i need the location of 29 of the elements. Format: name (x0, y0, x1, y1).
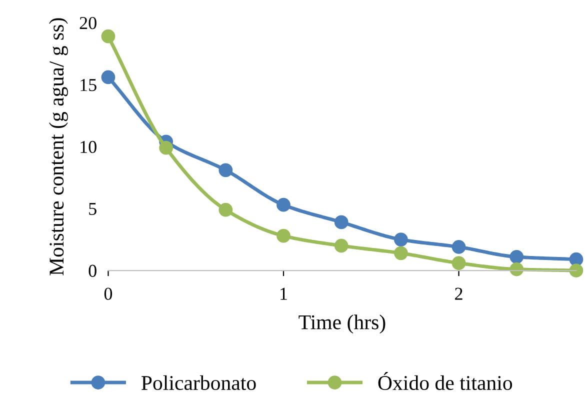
y-tick-label: 20 (80, 16, 96, 30)
x-tick-label: 0 (104, 288, 112, 300)
point (452, 256, 466, 270)
y-axis-title: Moisture content (g agua/ g ss) (48, 18, 68, 276)
y-tick-label: 0 (88, 264, 96, 277)
point (569, 264, 584, 278)
point (218, 163, 233, 178)
point (569, 252, 584, 266)
legend-label: Óxido de titanio (378, 372, 512, 390)
point (510, 262, 524, 276)
y-tick-label: 10 (80, 140, 96, 154)
point (218, 202, 233, 217)
point (394, 246, 408, 260)
y-tick-label: 5 (89, 203, 96, 216)
x-axis-title: Time (hrs) (298, 314, 386, 334)
legend-label: Policarbonato (142, 375, 256, 390)
point (452, 240, 466, 254)
x-tick-label: 2 (455, 288, 462, 300)
point (276, 228, 290, 243)
point (276, 198, 290, 212)
point (394, 232, 408, 246)
point (101, 70, 116, 84)
y-tick-label: 15 (80, 79, 96, 92)
x-tick-label: 1 (280, 288, 287, 300)
point (101, 29, 116, 44)
point (159, 140, 174, 155)
point (334, 215, 348, 230)
point (510, 250, 524, 264)
point (334, 238, 348, 253)
